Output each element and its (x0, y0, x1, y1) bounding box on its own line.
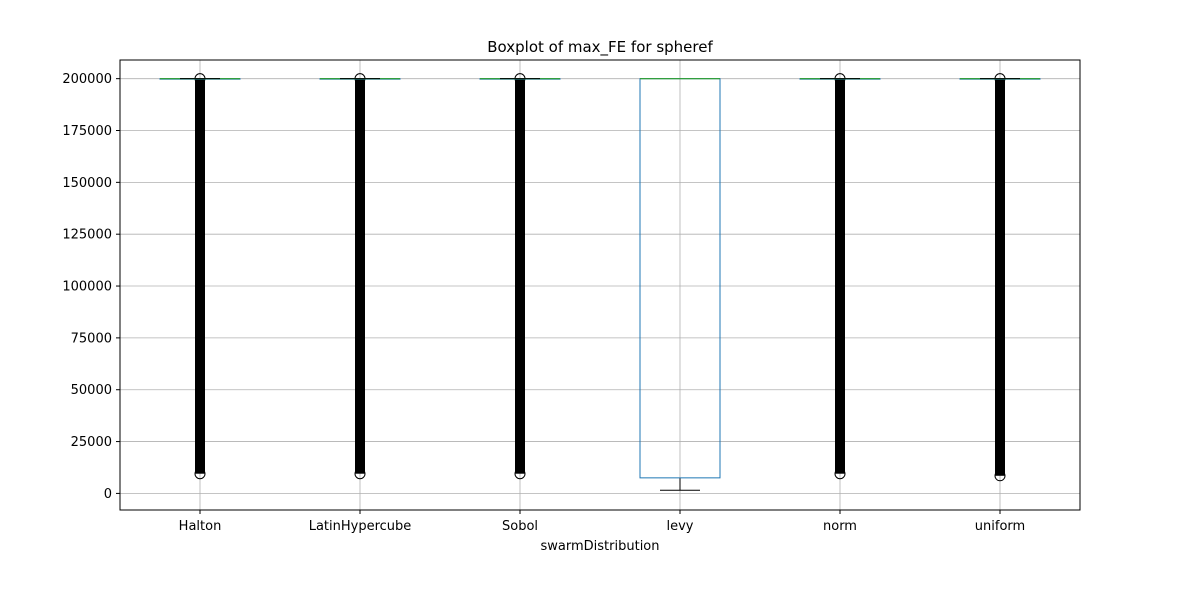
flier-column (195, 78, 205, 474)
x-tick-label: uniform (975, 519, 1025, 534)
y-tick-label: 175000 (62, 124, 112, 139)
box-layer (159, 73, 1041, 491)
flier-point (994, 470, 1006, 482)
x-tick-label: Sobol (502, 519, 538, 534)
y-tick-label: 25000 (71, 435, 112, 450)
flier-column (835, 78, 845, 474)
box-levy (639, 78, 721, 491)
flier-point (514, 468, 526, 480)
chart-title: Boxplot of max_FE for spheref (487, 38, 713, 57)
flier-point (354, 468, 366, 480)
y-tick-label: 125000 (62, 228, 112, 243)
x-tick-label: norm (823, 519, 857, 534)
y-tick-label: 50000 (71, 383, 112, 398)
box-halton (159, 73, 241, 480)
plot-area-frame (119, 59, 1081, 511)
flier-column (355, 78, 365, 474)
y-tick-label: 0 (104, 487, 112, 502)
flier-column (995, 78, 1005, 476)
tick-layer: 0 25000 50000 75000 100000 125000 150000 175000… (62, 72, 1025, 534)
flier-column (515, 78, 525, 474)
box-latinhypercube (319, 73, 401, 480)
x-tick-label: LatinHypercube (309, 519, 412, 534)
box-uniform (959, 73, 1041, 482)
flier-point (194, 468, 206, 480)
y-tick-label: 200000 (62, 72, 112, 87)
box-norm (799, 73, 881, 480)
y-tick-label: 150000 (62, 176, 112, 191)
x-tick-label: Halton (179, 519, 222, 534)
y-tick-label: 75000 (71, 331, 112, 346)
x-tick-label: levy (667, 519, 694, 534)
box-sobol (479, 73, 561, 480)
flier-point (834, 468, 846, 480)
y-tick-label: 100000 (62, 280, 112, 295)
x-axis-label: swarmDistribution (541, 539, 660, 554)
